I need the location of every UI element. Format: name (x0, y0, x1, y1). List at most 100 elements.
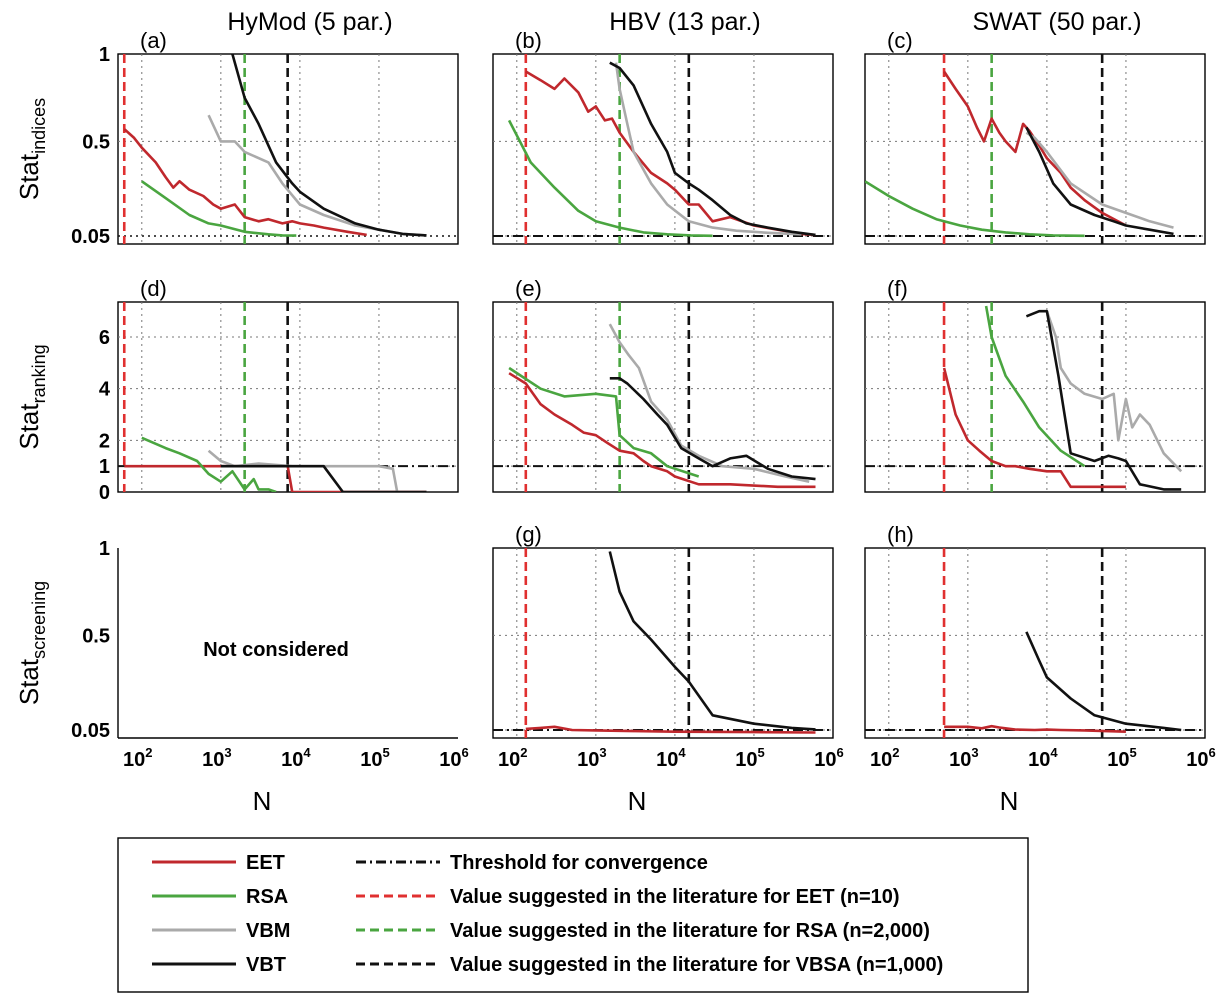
x-tick-base: 10 (735, 749, 757, 771)
panel-g: (g) (492, 522, 834, 739)
panel-tag: (h) (887, 522, 914, 547)
ylabel-main: Stat (14, 403, 44, 450)
legend-label: Threshold for convergence (450, 852, 708, 874)
x-tick-exponent: 3 (971, 745, 978, 760)
panel-h: (h) (864, 522, 1206, 739)
not-considered-note: Not considered (203, 639, 349, 661)
panel-c: (c) (864, 28, 1206, 245)
y-tick-label: 0.05 (71, 720, 110, 742)
x-tick-label: 104 (281, 745, 311, 771)
x-tick-exponent: 5 (382, 745, 389, 760)
x-tick-exponent: 6 (1209, 745, 1216, 760)
series-line-vbt (609, 377, 816, 481)
x-tick-base: 10 (1107, 749, 1129, 771)
panel-plot-area (493, 302, 833, 492)
x-tick-label: 103 (577, 745, 606, 771)
row-ylabel-text: Statscreening (14, 581, 49, 705)
panel-plot-area (493, 548, 833, 738)
x-tick-base: 10 (123, 749, 145, 771)
panel-frame (864, 301, 1206, 493)
y-tick-label: 0 (99, 482, 110, 504)
x-tick-label: 105 (735, 745, 764, 771)
x-tick-label: 103 (949, 745, 978, 771)
series-line-rsa (141, 436, 277, 492)
row-ylabel-text: Statranking (14, 344, 49, 449)
column-title: HBV (13 par.) (609, 8, 760, 36)
series-line-vbm (1025, 131, 1174, 229)
panel-e: (e) (492, 276, 834, 493)
column-title: HyMod (5 par.) (227, 8, 392, 36)
x-tick-base: 10 (870, 749, 892, 771)
x-tick-exponent: 2 (892, 745, 899, 760)
ylabel-main: Stat (14, 153, 44, 200)
legend: EET RSA VBM VBT Threshold for convergence Val… (117, 837, 1029, 993)
row-ylabel: Statscreening (14, 581, 49, 705)
x-tick-base: 10 (656, 749, 678, 771)
ylabel-subscript: screening (29, 581, 49, 659)
x-axis-label: N (628, 786, 647, 816)
series-line-rsa (865, 180, 1085, 238)
series-line-eet (942, 367, 1126, 489)
x-tick-exponent: 3 (224, 745, 231, 760)
panel-tag: (d) (140, 276, 167, 301)
x-tick-label: 105 (1107, 745, 1136, 771)
y-tick-label: 4 (99, 379, 111, 401)
panel-empty: 0.05 0.5 1 Not considered (71, 538, 458, 742)
x-axis-label: N (1000, 786, 1019, 816)
x-tick-base: 10 (498, 749, 520, 771)
x-tick-base: 10 (814, 749, 836, 771)
panel-plot-area (118, 302, 458, 492)
x-tick-exponent: 4 (1050, 745, 1058, 760)
panel-plot-area (493, 54, 833, 244)
y-tick-label: 6 (99, 327, 110, 349)
panel-tag: (f) (887, 276, 908, 301)
panel-frame (864, 547, 1206, 739)
x-tick-exponent: 6 (837, 745, 844, 760)
series-line-eet (944, 724, 1126, 733)
y-tick-label: 1 (99, 456, 110, 478)
series-line-eet (508, 372, 816, 489)
x-tick-label: 106 (1186, 745, 1215, 771)
series-line-eet (943, 70, 1127, 227)
series-line-vbt (220, 464, 427, 492)
panel-tag: (b) (515, 28, 542, 53)
x-tick-label: 105 (360, 745, 389, 771)
x-tick-base: 10 (1186, 749, 1208, 771)
series-line-vbt (609, 61, 816, 237)
panel-plot-area (865, 548, 1205, 738)
legend-label: VBT (246, 954, 286, 976)
panel-frame (492, 301, 834, 493)
legend-frame (117, 837, 1029, 993)
x-tick-exponent: 6 (462, 745, 469, 760)
legend-label: Value suggested in the literature for VB… (450, 954, 943, 976)
ylabel-subscript: ranking (29, 344, 49, 403)
series-line-rsa (508, 366, 700, 478)
y-tick-label: 1 (99, 44, 110, 66)
x-tick-label: 102 (870, 745, 899, 771)
y-tick-label: 1 (99, 538, 110, 560)
panel-tag: (a) (140, 28, 167, 53)
series-line-vbt (1025, 126, 1174, 236)
ylabel-subscript: indices (29, 98, 49, 154)
series-line-rsa (141, 180, 297, 237)
x-tick-base: 10 (202, 749, 224, 771)
series-line-eet (123, 128, 367, 237)
row-ylabel: Statindices (14, 98, 49, 200)
legend-label: Value suggested in the literature for EE… (450, 886, 900, 908)
series-line-rsa (507, 119, 713, 238)
panel-frame (864, 53, 1206, 245)
panel-plot-area (865, 302, 1205, 492)
series-line-vbt (231, 54, 427, 237)
x-tick-exponent: 4 (303, 745, 311, 760)
panel-tag: (g) (515, 522, 542, 547)
x-tick-label: 103 (202, 745, 231, 771)
x-tick-exponent: 5 (757, 745, 764, 760)
panel-b: (b) (492, 28, 834, 245)
x-tick-label: 102 (123, 745, 152, 771)
x-tick-label: 102 (498, 745, 527, 771)
legend-label: EET (246, 852, 285, 874)
x-tick-label: 104 (656, 745, 686, 771)
legend-label: Value suggested in the literature for RS… (450, 920, 930, 942)
x-tick-label: 104 (1028, 745, 1058, 771)
series-line-vbt (1025, 309, 1182, 491)
